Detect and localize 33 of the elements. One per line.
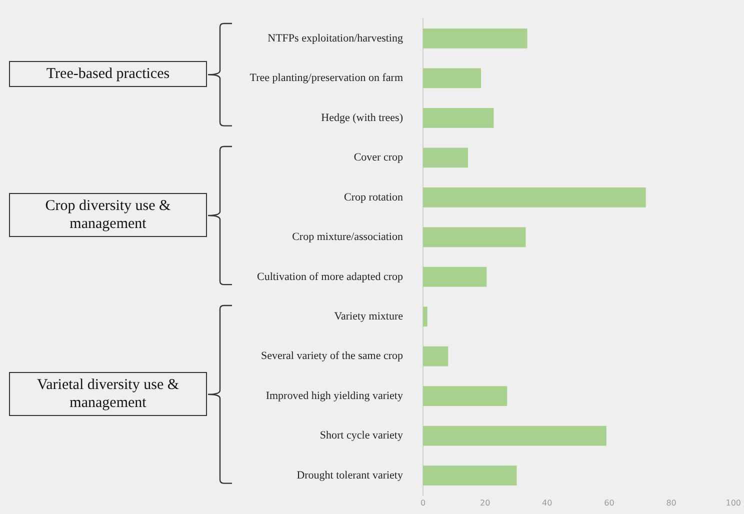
x-tick-label: 100 xyxy=(726,498,742,508)
text: Varietal diversity use & management xyxy=(9,372,207,416)
y-tick-label: Improved high yielding variety xyxy=(266,390,404,402)
bar xyxy=(423,346,448,366)
bar xyxy=(423,386,508,406)
y-tick-label: NTFPs exploitation/harvesting xyxy=(268,32,404,44)
bar xyxy=(423,227,526,248)
x-tick-label: 0 xyxy=(420,498,426,508)
y-tick-label: Short cycle variety xyxy=(320,430,404,442)
bar xyxy=(423,187,646,208)
bar xyxy=(423,28,528,48)
y-tick-label: Crop rotation xyxy=(344,191,404,204)
y-tick-label: Tree planting/preservation on farm xyxy=(250,72,404,84)
text: Crop diversity use & management xyxy=(9,193,207,238)
y-tick-label: Cultivation of more adapted crop xyxy=(256,270,404,283)
x-tick-label: 80 xyxy=(666,498,676,508)
y-tick-label: Cover crop xyxy=(354,152,404,164)
bar xyxy=(423,108,494,128)
text: Tree-based practices xyxy=(9,61,207,88)
bar xyxy=(423,426,606,446)
bar xyxy=(423,266,487,287)
y-tick-label: Variety mixture xyxy=(334,310,404,322)
bar xyxy=(423,68,482,88)
x-tick-label: 60 xyxy=(604,498,614,508)
y-tick-label: Crop mixture/association xyxy=(292,231,404,244)
y-tick-label: Several variety of the same crop xyxy=(260,350,404,362)
bar xyxy=(423,148,468,168)
y-tick-label: Hedge (with trees) xyxy=(321,112,404,124)
bar xyxy=(423,306,428,327)
bar xyxy=(423,466,517,486)
x-tick-label: 40 xyxy=(542,498,552,508)
y-tick-label: Drought tolerant variety xyxy=(296,469,404,482)
x-tick-label: 20 xyxy=(480,498,490,508)
